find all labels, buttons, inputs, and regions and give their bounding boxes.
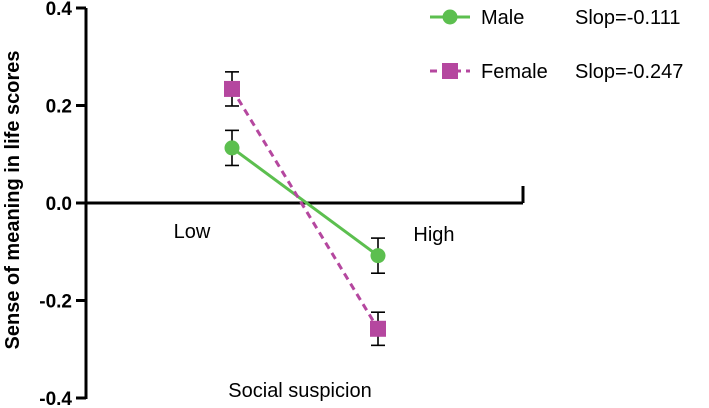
x-axis-title: Social suspicion	[228, 380, 371, 402]
series-female	[224, 71, 386, 347]
y-tick-label: 0.0	[46, 194, 72, 215]
category-labels: Low High	[174, 221, 455, 246]
series-line	[230, 88, 380, 330]
series-line	[231, 146, 379, 257]
legend-marker	[442, 9, 458, 25]
y-tick-label: 0.2	[46, 97, 72, 118]
y-axis-title: Sense of meaning in life scores	[2, 51, 24, 350]
category-label: Low	[174, 221, 211, 243]
legend-slope: Slop=-0.247	[575, 61, 683, 83]
data-point	[370, 248, 386, 264]
y-tick-label: -0.4	[39, 389, 72, 408]
data-point	[370, 320, 386, 337]
y-tick-label: -0.2	[39, 292, 72, 313]
data-point	[224, 140, 240, 156]
legend-label: Female	[481, 61, 548, 83]
legend-slope: Slop=-0.111	[575, 7, 680, 29]
y-ticks: 0.4 0.2 0.0 -0.2 -0.4	[39, 0, 86, 408]
data-point	[224, 80, 240, 97]
y-tick-label: 0.4	[46, 0, 73, 20]
legend-marker	[442, 63, 458, 79]
series-layer	[224, 71, 386, 347]
series-male	[224, 129, 386, 275]
category-label: High	[413, 224, 454, 246]
legend-label: Male	[481, 7, 524, 29]
legend: Male Slop=-0.111 Female Slop=-0.247	[430, 7, 683, 83]
